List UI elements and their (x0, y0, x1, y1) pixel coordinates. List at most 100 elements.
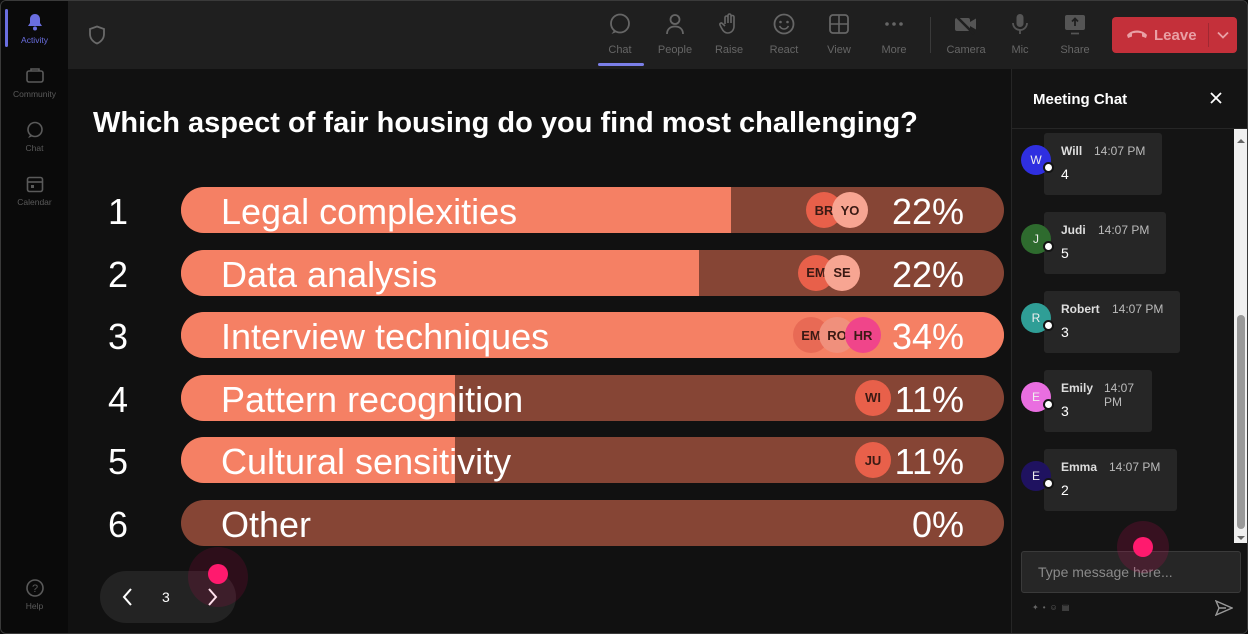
avatar-initial: E (1031, 469, 1040, 483)
chat-message: Robert 14:07 PM 3 (1044, 291, 1180, 353)
gif-icon[interactable]: ▤ (1061, 603, 1070, 612)
voter-avatar: HR (845, 317, 881, 353)
poll-option-fill (181, 374, 456, 421)
rail-active-indicator (5, 9, 8, 47)
poll-option-percent: 11% (894, 441, 964, 482)
chevron-left-icon[interactable] (118, 586, 138, 613)
toolbar-mic-button[interactable]: Mic (994, 11, 1046, 63)
poll-option-label: Pattern recognition (221, 378, 524, 420)
toolbar-more-button[interactable]: More (868, 11, 920, 63)
message-text: 4 (1061, 166, 1069, 182)
message-text: 3 (1061, 403, 1069, 419)
avatar-initial: J (1033, 232, 1039, 246)
chat-message: Will 14:07 PM 4 (1044, 133, 1162, 195)
send-icon[interactable] (1214, 599, 1234, 621)
raise-hand-icon (716, 11, 742, 37)
message-sender: Judi (1061, 223, 1086, 237)
message-timestamp: 14:07 PM (1112, 302, 1164, 316)
status-indicator (1043, 241, 1054, 252)
poll-option-number: 2 (108, 253, 129, 295)
poll-option-percent: 34% (891, 316, 964, 357)
toolbar-camera-button[interactable]: Camera (940, 11, 992, 63)
shield-icon[interactable] (88, 25, 106, 50)
poll-option-row: 4 Pattern recognition WI 11% (68, 374, 1010, 421)
bell-icon (24, 11, 46, 33)
rail-item-community[interactable]: Community (1, 65, 68, 111)
status-indicator (1043, 320, 1054, 331)
format-icon[interactable]: ✦ (1032, 603, 1039, 612)
toolbar-share-button[interactable]: Share (1049, 11, 1101, 63)
avatar-initial: E (1031, 390, 1040, 404)
toolbar-raise-button[interactable]: Raise (703, 11, 755, 63)
scroll-up-icon[interactable] (1237, 132, 1245, 150)
toolbar-chat-button[interactable]: Chat (594, 11, 646, 63)
mic-icon (1007, 11, 1033, 37)
chat-header-divider (1012, 128, 1247, 129)
poll-option-number: 6 (108, 503, 129, 545)
rail-item-calendar[interactable]: Calendar (1, 173, 68, 219)
poll-option-label: Other (221, 503, 312, 545)
message-timestamp: 14:07 PM (1094, 144, 1146, 158)
chat-title: Meeting Chat (1033, 91, 1128, 108)
poll-option-percent: 22% (891, 191, 964, 232)
leave-button[interactable]: Leave (1112, 17, 1237, 53)
message-text: 2 (1061, 482, 1069, 498)
voter-avatars: BR YO (806, 192, 868, 228)
message-text: 5 (1061, 245, 1069, 261)
poll-option-bar: Legal complexities BR YO 22% (181, 187, 1004, 233)
poll-option-bar: Pattern recognition WI 11% (181, 374, 1004, 421)
poll-option-row: 5 Cultural sensitivity JU 11% (68, 437, 1010, 483)
chat-message: Emma 14:07 PM 2 (1044, 449, 1177, 511)
poll-option-bar: Interview techniques EM RO HR 34% (181, 312, 1004, 358)
rail-item-help[interactable]: ? Help (1, 577, 68, 623)
hang-up-icon (1126, 27, 1148, 44)
voter-avatars: EM RO HR (793, 317, 881, 353)
avatar-initial: W (1030, 153, 1042, 167)
poll-option-bar: Cultural sensitivity JU 11% (181, 437, 1004, 483)
poll-option-fill (181, 249, 699, 296)
chat-scrollbar[interactable] (1234, 129, 1247, 543)
poll-option-fill (181, 187, 731, 233)
chevron-down-icon[interactable] (1215, 27, 1231, 47)
status-indicator (1043, 478, 1054, 489)
chat-message-input[interactable] (1021, 551, 1241, 593)
avatar[interactable]: E (1021, 461, 1054, 491)
avatar[interactable]: W (1021, 145, 1054, 175)
avatar[interactable]: J (1021, 224, 1054, 254)
person-icon (662, 11, 688, 37)
poll-option-label: Interview techniques (221, 316, 550, 357)
help-icon: ? (24, 577, 46, 599)
poll-question: Which aspect of fair housing do you find… (93, 107, 918, 139)
scrollbar-thumb[interactable] (1237, 315, 1245, 529)
chat-bubble-icon (607, 11, 633, 37)
message-timestamp: 14:07 PM (1104, 381, 1135, 409)
message-timestamp: 14:07 PM (1098, 223, 1150, 237)
share-screen-icon (1062, 11, 1088, 37)
avatar[interactable]: R (1021, 303, 1054, 333)
rail-item-activity[interactable]: Activity (1, 11, 68, 57)
active-tab-indicator (598, 63, 644, 66)
avatar[interactable]: E (1021, 382, 1054, 412)
chevron-right-icon[interactable] (202, 586, 222, 613)
poll-option-label: Legal complexities (221, 191, 518, 232)
poll-option-bar: Data analysis EM SE 22% (181, 249, 1004, 296)
voter-avatars: JU (855, 442, 891, 478)
poll-results: Which aspect of fair housing do you find… (68, 69, 1010, 633)
chat-bubble-icon (24, 119, 46, 141)
toolbar-react-button[interactable]: React (758, 11, 810, 63)
close-icon[interactable] (1209, 91, 1223, 110)
toolbar-people-button[interactable]: People (649, 11, 701, 63)
scroll-down-icon[interactable] (1237, 529, 1245, 547)
poll-option-percent: 11% (894, 378, 964, 420)
message-sender: Will (1061, 144, 1083, 158)
attach-icon[interactable]: • (1042, 603, 1046, 612)
camera-off-icon (953, 11, 979, 37)
format-toolbar: ✦ • ☺ ▤ (1032, 603, 1069, 612)
emoji-icon[interactable]: ☺ (1049, 603, 1058, 612)
toolbar-view-button[interactable]: View (813, 11, 865, 63)
rail-item-chat[interactable]: Chat (1, 119, 68, 165)
voter-avatars: EM SE (798, 254, 860, 291)
pointer-highlight (1117, 521, 1169, 573)
status-indicator (1043, 162, 1054, 173)
